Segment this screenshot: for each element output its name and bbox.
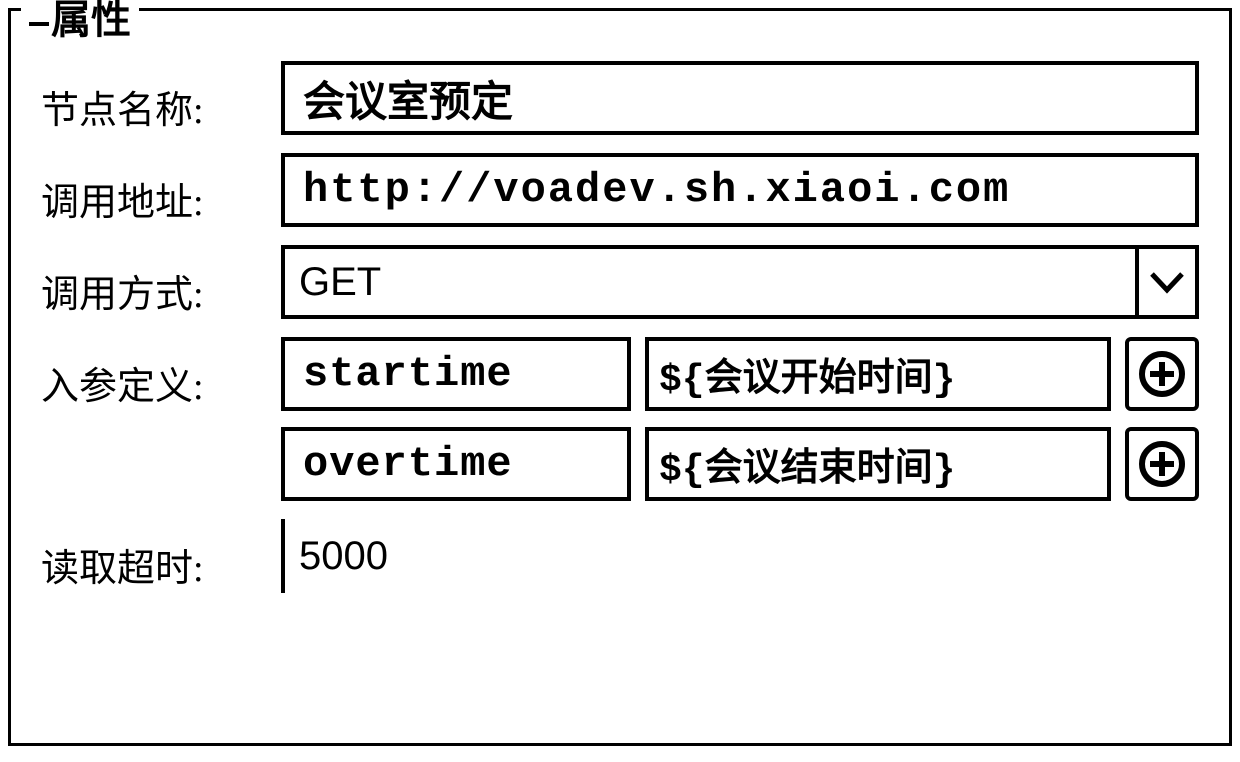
row-call-url: 调用地址: http://voadev.sh.xiaoi.com xyxy=(41,153,1199,227)
row-timeout: 读取超时: 5000 xyxy=(41,519,1199,593)
select-call-method-value: GET xyxy=(285,249,1135,315)
input-node-name[interactable]: 会议室预定 xyxy=(281,61,1199,135)
chevron-down-icon xyxy=(1135,249,1195,315)
param-name-value-0: startime xyxy=(303,350,513,398)
param-name-input-0[interactable]: startime xyxy=(281,337,631,411)
plus-circle-icon xyxy=(1138,440,1186,488)
input-timeout-value: 5000 xyxy=(299,534,388,579)
panel-title-text: 属性 xyxy=(51,0,131,42)
label-node-name: 节点名称: xyxy=(41,61,261,134)
input-timeout[interactable]: 5000 xyxy=(281,519,1199,593)
add-param-button-0[interactable] xyxy=(1125,337,1199,411)
row-node-name: 节点名称: 会议室预定 xyxy=(41,61,1199,135)
param-value-input-0[interactable]: ${会议开始时间} xyxy=(645,337,1111,411)
param-name-input-1[interactable]: overtime xyxy=(281,427,631,501)
input-call-url[interactable]: http://voadev.sh.xiaoi.com xyxy=(281,153,1199,227)
row-call-method: 调用方式: GET xyxy=(41,245,1199,319)
param-value-input-1[interactable]: ${会议结束时间} xyxy=(645,427,1111,501)
panel-title: 属性 xyxy=(21,0,139,45)
param-value-text-0: ${会议开始时间} xyxy=(659,346,955,402)
input-call-url-value: http://voadev.sh.xiaoi.com xyxy=(303,166,1010,214)
add-param-button-1[interactable] xyxy=(1125,427,1199,501)
label-params: 入参定义: xyxy=(41,337,261,410)
select-call-method[interactable]: GET xyxy=(281,245,1199,319)
param-row-0: startime ${会议开始时间} xyxy=(281,337,1199,411)
label-call-url: 调用地址: xyxy=(41,153,261,226)
properties-panel: 属性 节点名称: 会议室预定 调用地址: http://voadev.sh.xi… xyxy=(8,8,1232,746)
title-dash-icon xyxy=(29,22,49,26)
label-call-method: 调用方式: xyxy=(41,245,261,318)
plus-circle-icon xyxy=(1138,350,1186,398)
param-name-value-1: overtime xyxy=(303,440,513,488)
label-timeout: 读取超时: xyxy=(41,519,261,592)
param-value-text-1: ${会议结束时间} xyxy=(659,436,955,492)
input-node-name-value: 会议室预定 xyxy=(303,68,513,129)
param-row-1: overtime ${会议结束时间} xyxy=(281,427,1199,501)
row-params: 入参定义: startime ${会议开始时间} xyxy=(41,337,1199,501)
